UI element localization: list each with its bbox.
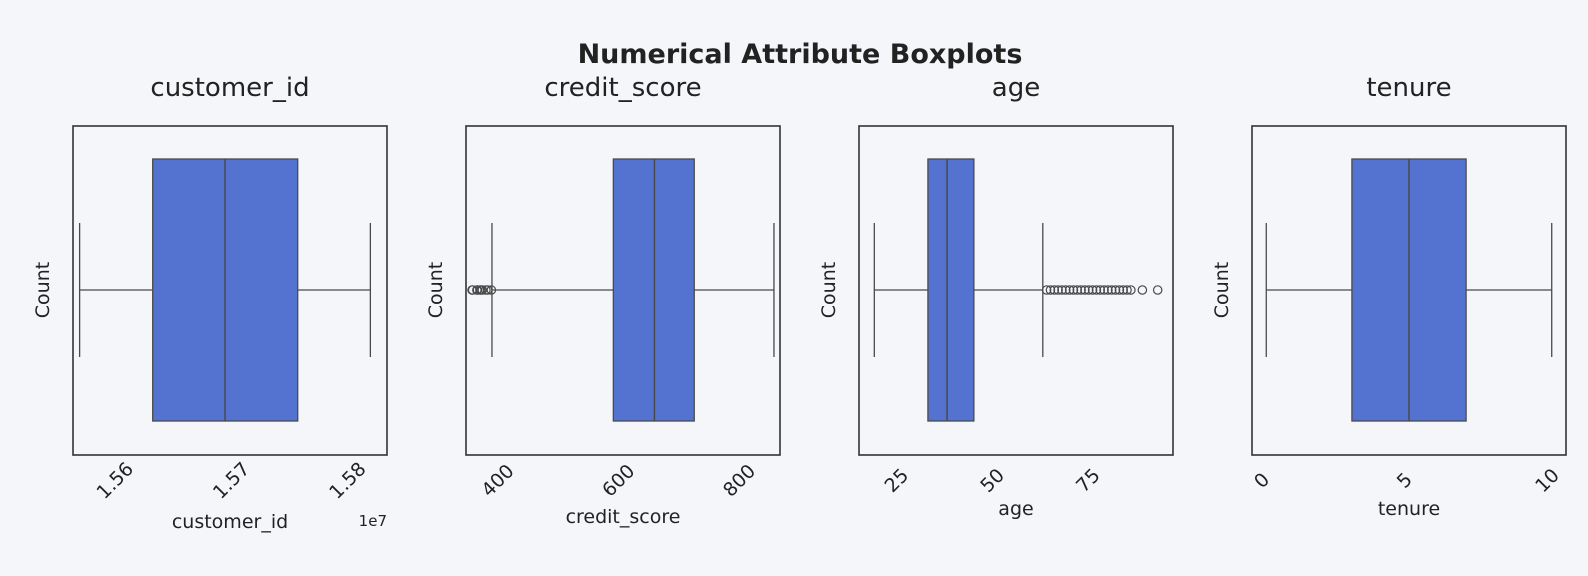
- x-axis-label: customer_id: [172, 511, 288, 533]
- tick-label: 5: [1393, 469, 1417, 493]
- outlier-point: [1095, 285, 1106, 295]
- y-axis-label: Count: [425, 262, 447, 318]
- iqr-box: [927, 158, 975, 422]
- outlier-point: [1072, 285, 1083, 295]
- tick-label: 800: [719, 460, 760, 501]
- figure-title: Numerical Attribute Boxplots: [578, 39, 1023, 70]
- panel-age: age 25 50 75 age Count: [818, 73, 1174, 520]
- panel-title: age: [992, 73, 1040, 103]
- outlier-point: [1049, 285, 1060, 295]
- panel-title: customer_id: [150, 73, 309, 103]
- y-axis-label: Count: [818, 262, 840, 318]
- x-axis-label: age: [998, 498, 1033, 520]
- panel-customer-id: customer_id 1.56 1.57 1.58 customer_id 1e7 Cou…: [32, 73, 388, 533]
- outlier-point: [1057, 285, 1067, 295]
- panels: customer_id 1.56 1.57 1.58 customer_id 1e7 Cou…: [32, 73, 1567, 533]
- outlier-point: [1126, 285, 1136, 295]
- axes-frame: [858, 125, 1174, 456]
- x-axis-label: credit_score: [566, 506, 681, 528]
- outlier-point: [1106, 285, 1117, 295]
- outlier-point: [1137, 285, 1148, 295]
- outlier-point: [1114, 285, 1125, 295]
- panel-title: credit_score: [544, 73, 701, 103]
- axes-frame: [1251, 125, 1567, 456]
- tick-label: 1.56: [93, 458, 138, 503]
- outlier-point: [1053, 285, 1063, 295]
- panel-tenure: tenure 0 5 10 tenure Count: [1211, 73, 1567, 520]
- tick-label: 75: [1072, 464, 1105, 497]
- outlier-point: [1064, 285, 1075, 295]
- outlier-point: [1045, 285, 1056, 295]
- outlier-point: [482, 285, 493, 295]
- axes-frame: [465, 125, 781, 456]
- outlier-point: [1122, 285, 1132, 295]
- y-axis-label: Count: [32, 262, 54, 318]
- panel-title: tenure: [1366, 73, 1451, 103]
- tick-label: 25: [881, 464, 914, 497]
- outlier-point: [1103, 285, 1113, 295]
- outlier-point: [1083, 285, 1094, 295]
- tick-label: 50: [976, 464, 1009, 497]
- outlier-point: [1091, 285, 1102, 295]
- tick-label: 1.57: [209, 458, 254, 503]
- outlier-point: [486, 285, 497, 295]
- outlier-point: [1110, 285, 1121, 295]
- y-axis-label: Count: [1211, 262, 1233, 318]
- outlier-point: [1076, 285, 1086, 295]
- outlier-point: [1152, 285, 1163, 295]
- tick-label: 1.58: [325, 458, 370, 503]
- outlier-point: [1087, 285, 1098, 295]
- outlier-point: [1068, 285, 1079, 295]
- tick-label: 0: [1250, 469, 1274, 493]
- outlier-point: [1080, 285, 1090, 295]
- tick-label: 10: [1531, 464, 1564, 497]
- panel-credit-score: credit_score 400 600 800 credit_score Count: [425, 73, 781, 528]
- outlier-point: [1041, 285, 1052, 295]
- outlier-point: [1099, 285, 1109, 295]
- axis-offset-label: 1e7: [359, 512, 387, 530]
- outlier-point: [1060, 285, 1071, 295]
- tick-label: 400: [477, 460, 518, 501]
- outlier-point: [477, 285, 488, 295]
- tick-label: 600: [598, 460, 639, 501]
- axes-frame: [72, 125, 388, 456]
- outlier-point: [1118, 285, 1129, 295]
- x-axis-label: tenure: [1378, 498, 1440, 520]
